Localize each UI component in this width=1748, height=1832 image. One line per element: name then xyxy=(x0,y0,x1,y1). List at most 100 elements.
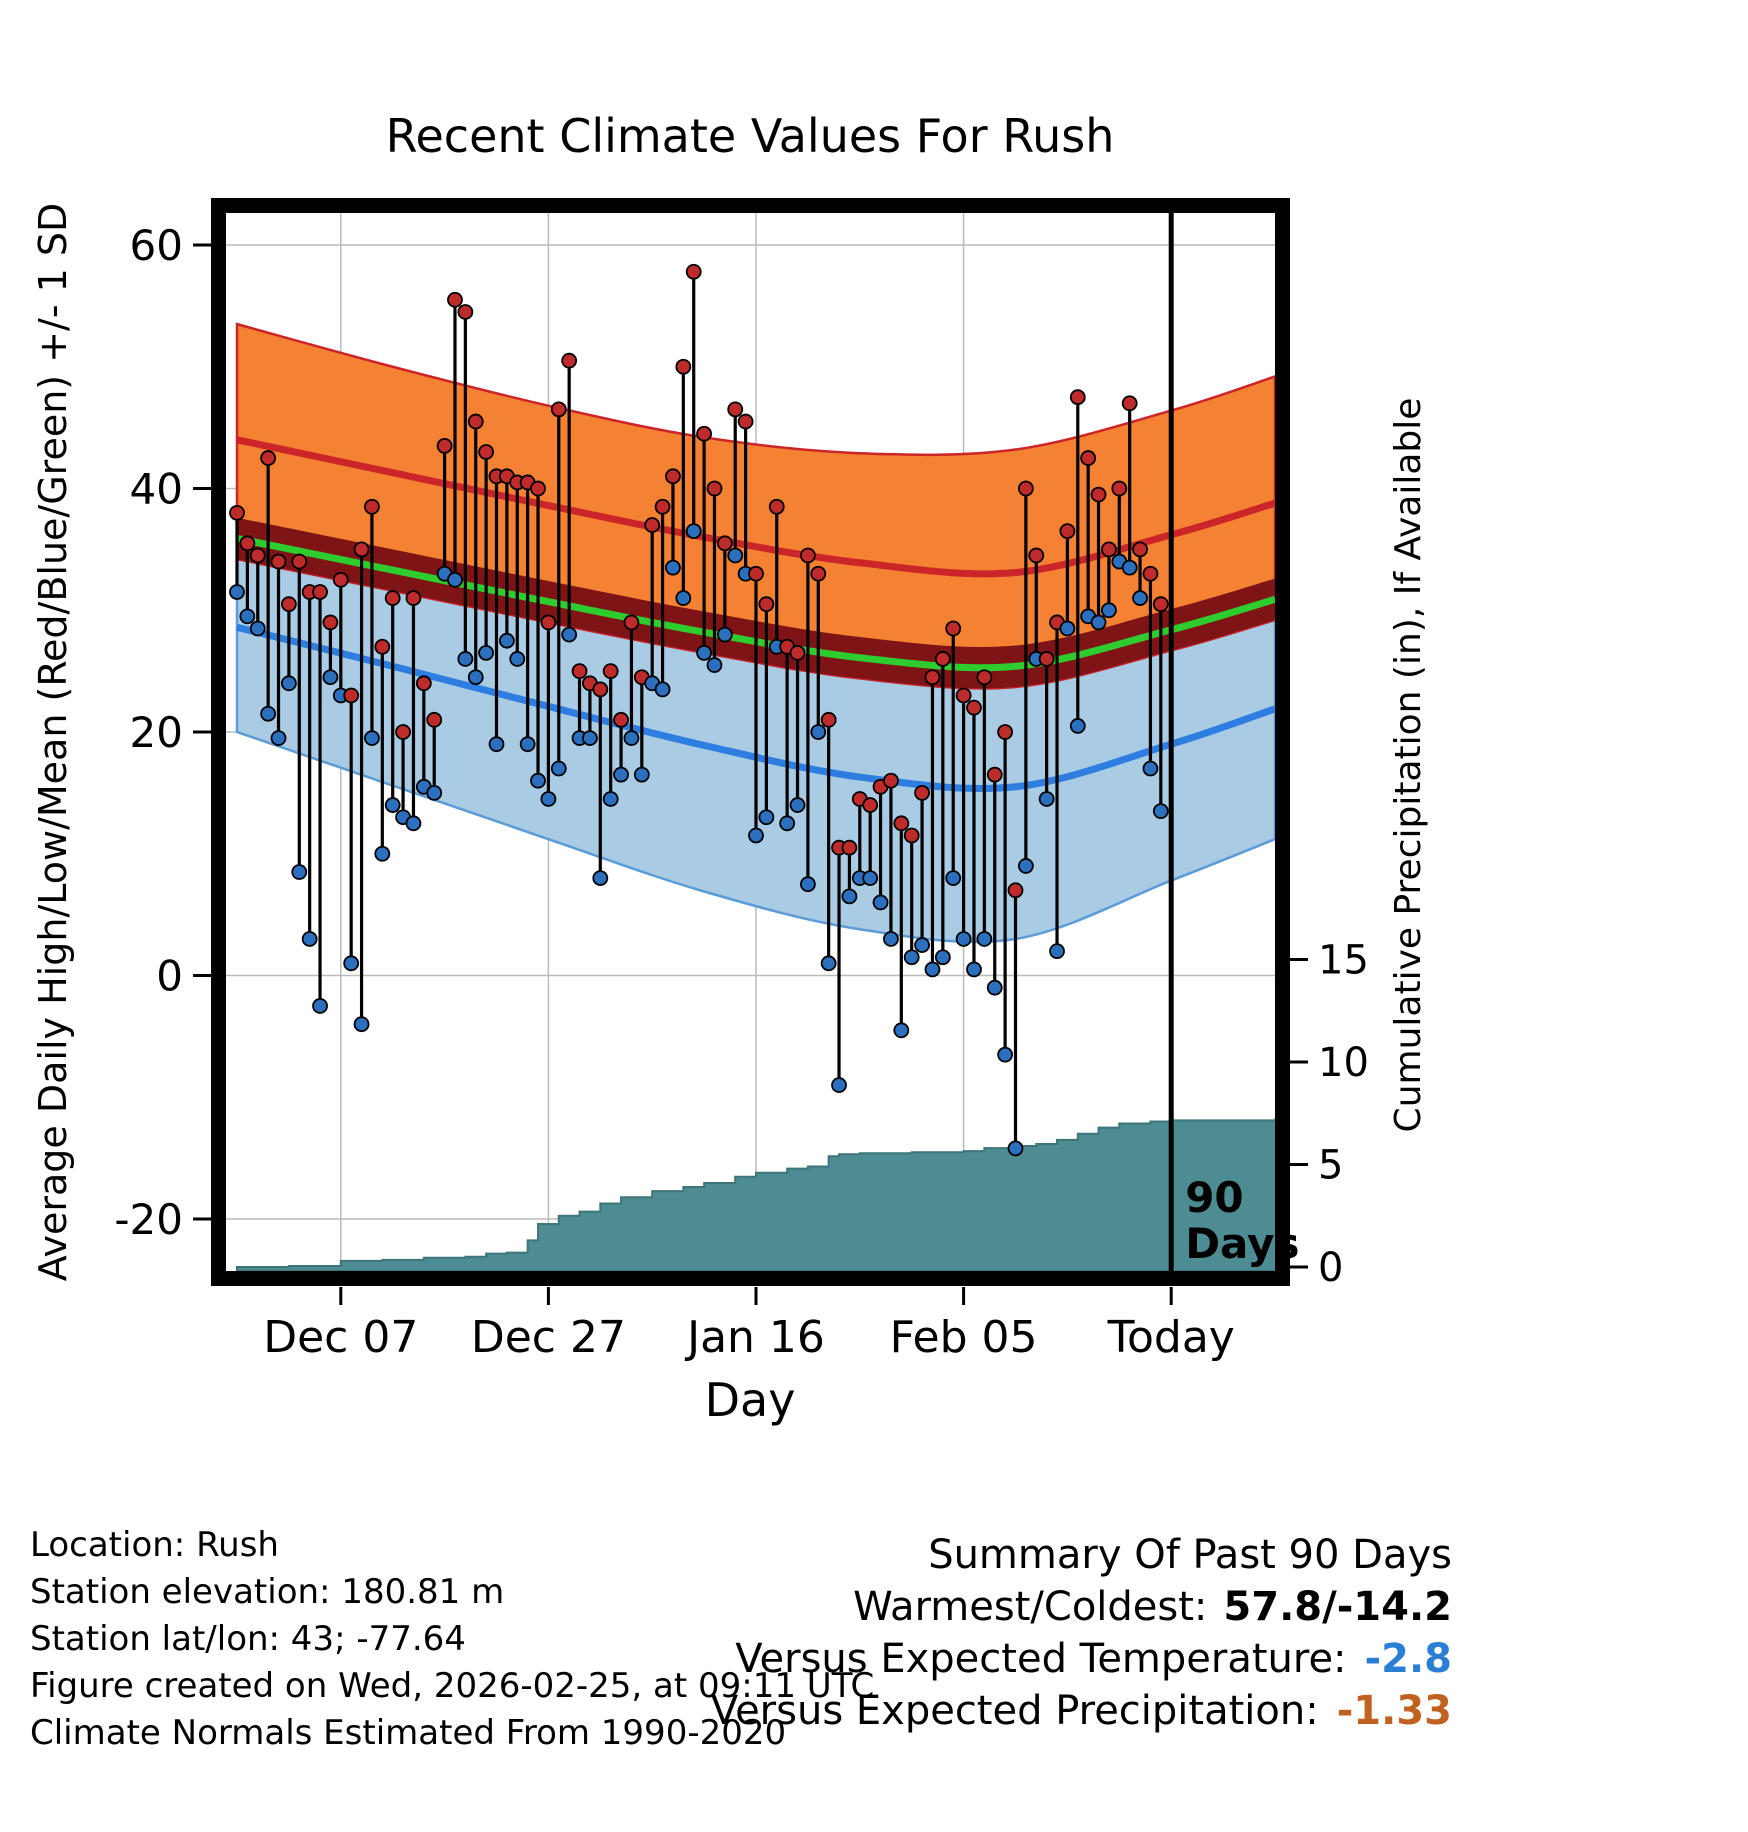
daily-low-dot xyxy=(810,724,827,740)
daily-high-dot xyxy=(665,468,681,485)
daily-low-dot xyxy=(623,730,640,746)
daily-high-dot xyxy=(810,565,827,582)
daily-low-dot xyxy=(706,657,723,673)
daily-low-dot xyxy=(696,644,712,661)
daily-high-dot xyxy=(1101,541,1117,558)
daily-high-dot xyxy=(436,437,453,454)
daily-low-dot xyxy=(1101,602,1117,619)
daily-high-dot xyxy=(1028,547,1045,564)
daily-high-dot xyxy=(384,590,401,606)
x-tick-label: Feb 05 xyxy=(890,1312,1038,1363)
daily-high-dot xyxy=(1007,882,1024,899)
daily-low-dot xyxy=(353,1016,370,1033)
y-right-tick-label: 5 xyxy=(1318,1143,1343,1189)
daily-high-dot xyxy=(748,565,764,582)
daily-high-dot xyxy=(602,663,619,680)
footer-location: Location: Rush xyxy=(30,1525,279,1565)
daily-low-dot xyxy=(343,955,360,972)
daily-low-dot xyxy=(509,651,526,667)
daily-low-dot xyxy=(966,961,982,978)
daily-low-dot xyxy=(312,998,328,1014)
daily-low-dot xyxy=(457,651,474,667)
daily-high-dot xyxy=(966,699,982,716)
footer-elevation: Station elevation: 180.81 m xyxy=(30,1572,504,1612)
daily-high-dot xyxy=(312,584,328,600)
daily-high-dot xyxy=(862,797,879,813)
daily-low-dot xyxy=(613,766,629,783)
x-tick-label: Today xyxy=(1107,1312,1235,1363)
daily-high-dot xyxy=(260,450,277,466)
daily-high-dot xyxy=(1111,480,1128,497)
daily-high-dot xyxy=(291,553,308,570)
daily-high-dot xyxy=(530,480,546,497)
daily-low-dot xyxy=(841,888,858,905)
daily-low-dot xyxy=(945,870,962,886)
daily-observations xyxy=(229,263,1169,1157)
daily-low-dot xyxy=(903,949,920,966)
plot-frame xyxy=(211,198,1290,1286)
daily-high-dot xyxy=(976,669,993,686)
daily-high-dot xyxy=(1069,389,1086,406)
summary-vs-precipitation: Versus Expected Precipitation: -1.33 xyxy=(711,1688,1452,1734)
daily-low-dot xyxy=(467,669,484,686)
daily-high-dot xyxy=(727,401,744,418)
daily-low-dot xyxy=(862,870,879,886)
daily-low-dot xyxy=(322,669,339,686)
daily-high-dot xyxy=(447,291,463,308)
daily-high-dot xyxy=(229,504,245,521)
summary-vs-temperature: Versus Expected Temperature: -2.8 xyxy=(735,1636,1452,1682)
daily-low-dot xyxy=(914,937,930,953)
cumulative-precip-area xyxy=(236,1118,1275,1271)
daily-low-dot xyxy=(364,730,380,746)
daily-low-dot xyxy=(447,571,463,588)
daily-low-dot xyxy=(955,931,972,947)
daily-high-dot xyxy=(1090,486,1107,503)
daily-high-dot xyxy=(706,480,723,497)
daily-high-dot xyxy=(768,498,785,515)
daily-low-dot xyxy=(374,845,391,862)
daily-low-dot xyxy=(301,931,318,947)
daily-low-dot xyxy=(239,608,256,625)
daily-high-dot xyxy=(1059,523,1076,540)
daily-high-dot xyxy=(758,596,775,613)
daily-low-dot xyxy=(488,736,505,753)
daily-high-dot xyxy=(478,444,495,460)
ninety-days-label-line1: 90 xyxy=(1185,1173,1243,1222)
summary-panel: Summary Of Past 90 Days Warmest/Coldest:… xyxy=(711,1532,1452,1734)
sd-overlap-band xyxy=(237,517,1275,689)
footer-metadata: Location: Rush Station elevation: 180.81… xyxy=(30,1525,874,1753)
daily-high-dot xyxy=(249,547,266,564)
summary-vs-precipitation-label: Versus Expected Precipitation: xyxy=(711,1688,1319,1734)
daily-high-dot xyxy=(696,425,712,442)
daily-low-dot xyxy=(582,730,598,746)
summary-warmest-coldest: Warmest/Coldest: 57.8/-14.2 xyxy=(853,1584,1452,1630)
daily-low-dot xyxy=(1090,614,1107,631)
daily-high-dot xyxy=(893,815,910,832)
daily-low-dot xyxy=(270,730,287,746)
daily-low-dot xyxy=(478,644,495,661)
chart-title: Recent Climate Values For Rush xyxy=(386,109,1115,163)
daily-high-dot xyxy=(395,724,411,740)
y-left-tick-label: 0 xyxy=(156,952,183,1001)
daily-high-dot xyxy=(613,711,629,728)
y-right-tick-label: 15 xyxy=(1318,938,1369,984)
daily-high-dot xyxy=(800,547,816,564)
footer-normals-period: Climate Normals Estimated From 1990-2020 xyxy=(30,1713,786,1753)
daily-high-dot xyxy=(934,651,951,667)
daily-low-dot xyxy=(561,626,578,643)
x-tick-label: Dec 27 xyxy=(471,1312,626,1363)
daily-low-dot xyxy=(280,675,297,692)
daily-high-dot xyxy=(955,687,972,704)
daily-low-dot xyxy=(934,949,951,966)
daily-low-dot xyxy=(1069,718,1086,734)
daily-low-dot xyxy=(800,876,816,893)
summary-vs-precipitation-value: -1.33 xyxy=(1337,1688,1452,1734)
daily-high-dot xyxy=(986,766,1003,783)
daily-high-dot xyxy=(270,553,287,570)
daily-low-dot xyxy=(872,894,889,911)
daily-high-dot xyxy=(623,614,640,631)
daily-high-dot xyxy=(561,352,578,369)
daily-high-dot xyxy=(405,590,422,606)
daily-low-dot xyxy=(1152,803,1169,820)
daily-low-dot xyxy=(633,766,650,783)
